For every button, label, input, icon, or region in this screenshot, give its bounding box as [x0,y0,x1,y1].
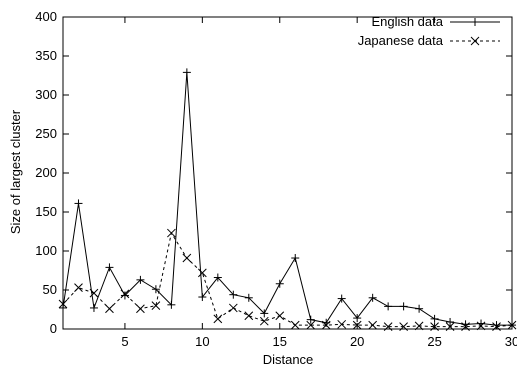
data-point [229,290,238,299]
data-point [74,199,83,208]
tick-labels: 0 50 100 150 200 250 300 350 400 5 10 15 20 25 30 [35,9,517,349]
data-point [430,314,439,323]
y-tick-label: 250 [35,126,57,141]
data-point [337,319,347,329]
series-line [62,72,512,326]
data-point [136,304,145,314]
data-point [414,321,424,331]
data-point [89,288,99,298]
data-point [337,294,346,303]
series-japanese [58,228,517,332]
data-point [492,322,501,332]
x-tick-label: 25 [427,334,441,349]
y-tick-label: 400 [35,9,57,24]
data-point [120,291,129,300]
legend-samples [450,18,500,46]
data-point [306,320,316,330]
data-point [446,317,455,326]
data-point [430,322,439,332]
data-point [306,315,315,324]
data-point [399,302,408,311]
series-line [62,231,513,328]
data-point [167,228,176,238]
data-point [275,279,284,288]
data-point [59,303,67,312]
data-point [352,320,362,330]
x-tick-label: 15 [273,334,287,349]
legend: English data Japanese data [358,14,500,48]
data-point [321,320,331,330]
data-point [415,304,424,313]
data-point [368,293,377,302]
data-point [368,320,378,330]
legend-label-japanese: Japanese data [358,33,444,48]
series-layer [58,68,517,332]
data-point [167,300,176,309]
x-tick-label: 5 [121,334,128,349]
data-point [384,302,393,311]
data-point [275,311,285,321]
data-point [213,314,223,324]
y-tick-label: 350 [35,48,57,63]
data-point [74,283,83,293]
y-tick-label: 200 [35,165,57,180]
data-point [228,303,238,313]
data-point [259,316,269,326]
plot-frame [62,16,513,330]
y-tick-label: 300 [35,87,57,102]
data-point [151,301,161,310]
data-point [476,321,486,331]
data-point [136,275,145,284]
axis-ticks [63,16,513,330]
legend-marker-japanese [470,36,480,46]
x-tick-label: 30 [505,334,517,349]
data-point [197,268,207,278]
data-point [198,293,207,302]
y-tick-label: 50 [43,282,57,297]
data-point [290,320,300,330]
data-point [120,289,130,299]
data-point [353,314,362,323]
data-point [105,263,114,272]
data-point [182,253,192,263]
series-english [59,68,516,330]
legend-label-english: English data [371,14,443,29]
y-tick-label: 150 [35,204,57,219]
data-point [244,293,253,302]
data-point [213,273,222,282]
data-point [383,322,393,332]
data-point [89,303,98,312]
data-point [507,320,517,330]
data-point [291,254,300,263]
plot-border [62,16,513,330]
data-point [492,321,501,330]
data-point [105,304,114,314]
data-point [461,322,470,332]
legend-marker-english [471,18,479,26]
data-point [58,299,68,309]
data-point [260,309,269,318]
y-axis-title: Size of largest cluster [8,109,23,234]
data-point [244,311,254,321]
x-tick-label: 20 [350,334,364,349]
data-point [151,285,160,294]
data-point [182,68,191,77]
y-tick-label: 0 [50,321,57,336]
data-point [445,322,455,332]
data-point [399,322,408,332]
x-tick-label: 10 [195,334,209,349]
x-axis-title: Distance [263,352,314,367]
y-tick-label: 100 [35,243,57,258]
